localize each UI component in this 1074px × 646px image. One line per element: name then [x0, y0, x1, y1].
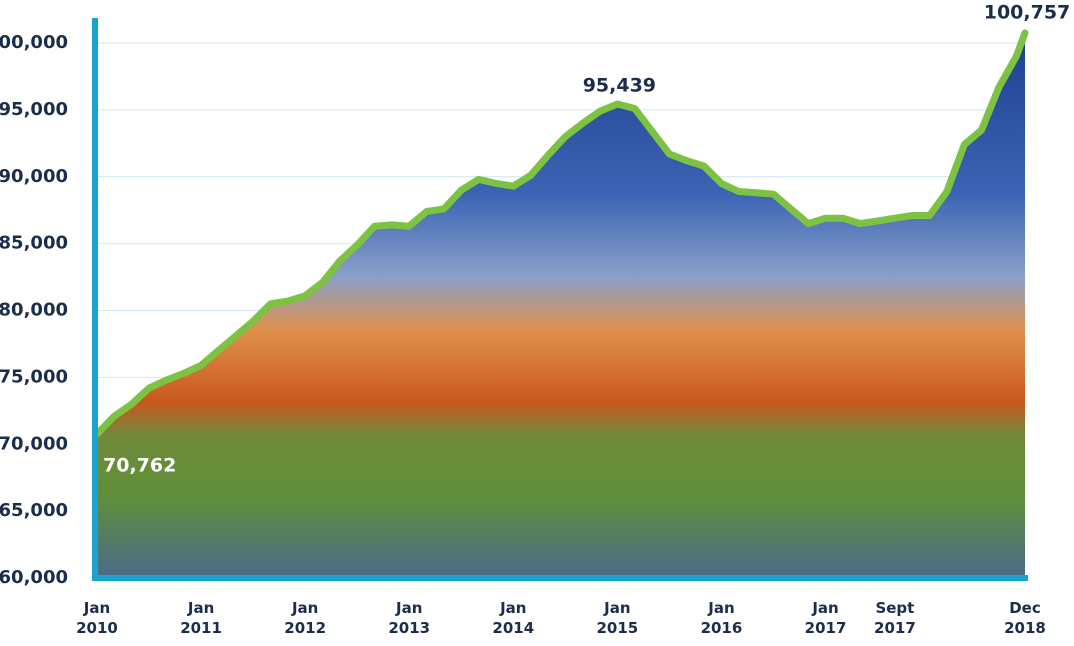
value-label: 100,757 — [984, 1, 1071, 23]
labels: 60,000 65,000 70,000 75,000 80,000 85,000 90,0… — [0, 1, 1070, 588]
x-tick-label: Jan 2011 — [180, 599, 222, 637]
x-tick-label: Jan 2013 — [388, 599, 431, 637]
y-tick-label: 95,000 — [0, 99, 68, 120]
x-tick-label: Sept 2017 — [874, 599, 916, 637]
x-tick-label: Jan 2014 — [492, 599, 535, 637]
value-label: 95,439 — [583, 75, 656, 97]
x-tick-label: Jan 2012 — [284, 599, 327, 637]
y-tick-label: 70,000 — [0, 433, 68, 454]
y-tick-label: 100,000 — [0, 32, 68, 53]
x-tick-label: Jan 2010 — [76, 599, 118, 637]
plot — [93, 29, 1029, 578]
value-label: 70,762 — [103, 455, 176, 477]
y-tick-label: 80,000 — [0, 300, 68, 321]
area-fill — [97, 32, 1025, 578]
x-tick-label: Jan 2015 — [596, 599, 639, 637]
y-tick-label: 85,000 — [0, 233, 68, 254]
y-tick-label: 60,000 — [0, 567, 68, 588]
y-tick-label: 75,000 — [0, 366, 68, 387]
y-tick-label: 65,000 — [0, 500, 68, 521]
x-tick-label: Jan 2016 — [700, 599, 743, 637]
y-tick-label: 90,000 — [0, 166, 68, 187]
x-tick-label: Jan 2017 — [804, 599, 847, 637]
x-tick-label: Dec 2018 — [1004, 599, 1046, 637]
line — [93, 29, 1029, 438]
